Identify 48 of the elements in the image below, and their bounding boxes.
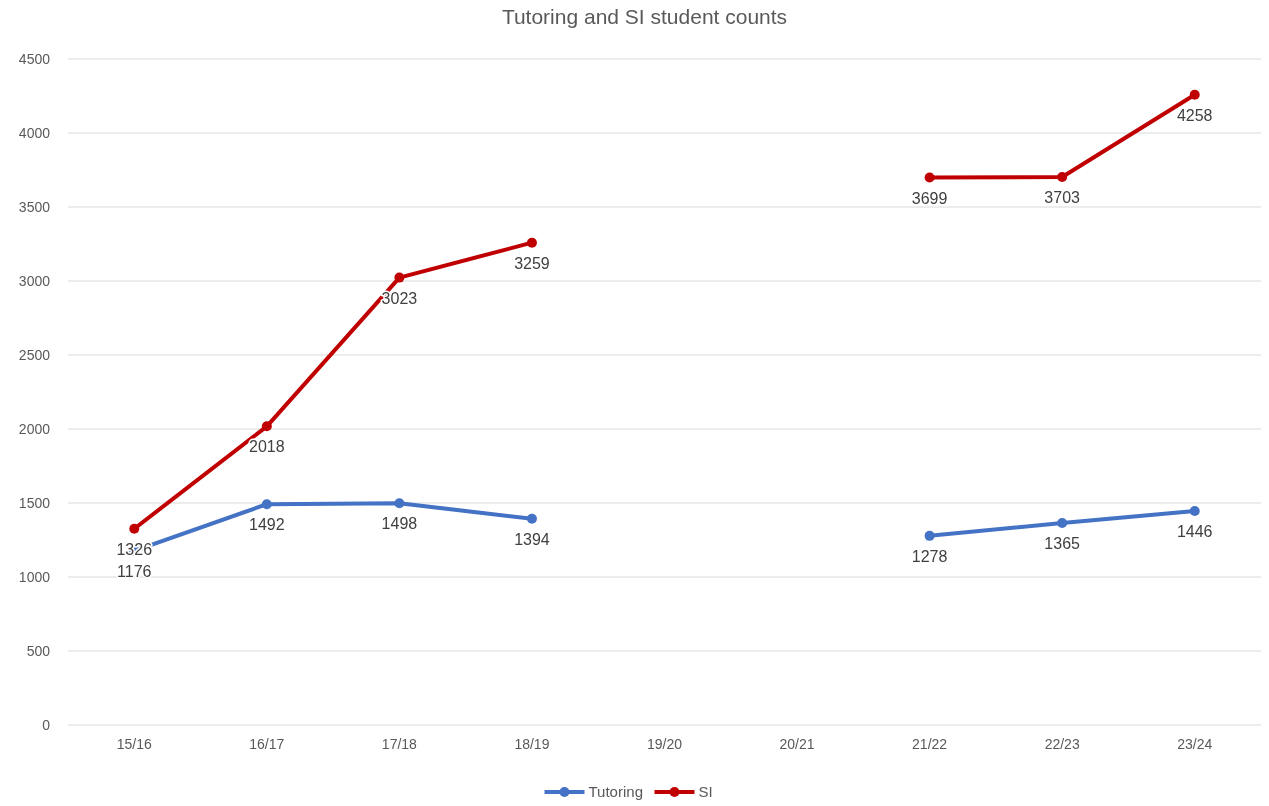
- point: [1057, 171, 1068, 182]
- data-label: 1278: [911, 547, 948, 565]
- point: [924, 172, 935, 183]
- y-tick-label: 4000: [18, 124, 51, 141]
- x-tick-label: 19/20: [646, 736, 683, 752]
- y-tick-label: 2000: [18, 420, 51, 437]
- point: [1189, 505, 1200, 516]
- data-label: 1492: [249, 516, 285, 534]
- x-tick-label: 15/16: [116, 736, 152, 752]
- y-tick-label: 1500: [18, 494, 51, 511]
- data-label: 1394: [514, 530, 550, 548]
- data-label: 1446: [1176, 522, 1213, 540]
- y-tick-label: 0: [42, 716, 51, 733]
- data-label: 3699: [911, 189, 948, 207]
- x-tick-label: 23/24: [1177, 736, 1213, 752]
- point: [526, 237, 537, 248]
- point: [1057, 517, 1068, 528]
- data-label: 1176: [117, 562, 152, 580]
- chart-title: Tutoring and SI student counts: [501, 5, 788, 28]
- x-tick-label: 21/22: [912, 736, 948, 752]
- data-label: 3259: [514, 254, 550, 272]
- x-tick-label: 17/18: [381, 736, 418, 752]
- data-label: 3703: [1044, 188, 1081, 206]
- point: [129, 523, 140, 534]
- data-label: 1365: [1044, 534, 1081, 552]
- legend-label: Tutoring: [588, 783, 643, 801]
- y-tick-label: 4500: [18, 50, 51, 67]
- x-tick-label: 20/21: [779, 736, 815, 752]
- data-label: 3023: [381, 289, 418, 307]
- y-tick-label: 3000: [18, 272, 51, 289]
- data-label: 2018: [249, 438, 285, 456]
- y-tick-label: 500: [26, 642, 51, 659]
- y-tick-label: 1000: [18, 568, 51, 585]
- x-tick-label: 18/19: [514, 736, 550, 752]
- point: [394, 272, 405, 283]
- point: [261, 421, 272, 432]
- data-label: 4258: [1176, 106, 1213, 124]
- data-label: 1498: [381, 515, 418, 533]
- point: [924, 530, 935, 541]
- point: [261, 499, 272, 510]
- y-tick-label: 3500: [18, 198, 51, 215]
- point: [394, 498, 405, 509]
- point: [526, 513, 537, 524]
- x-tick-label: 16/17: [249, 736, 285, 752]
- x-tick-label: 22/23: [1044, 736, 1080, 752]
- legend-label: SI: [698, 783, 713, 801]
- point: [1189, 89, 1200, 100]
- y-tick-label: 2500: [18, 346, 51, 363]
